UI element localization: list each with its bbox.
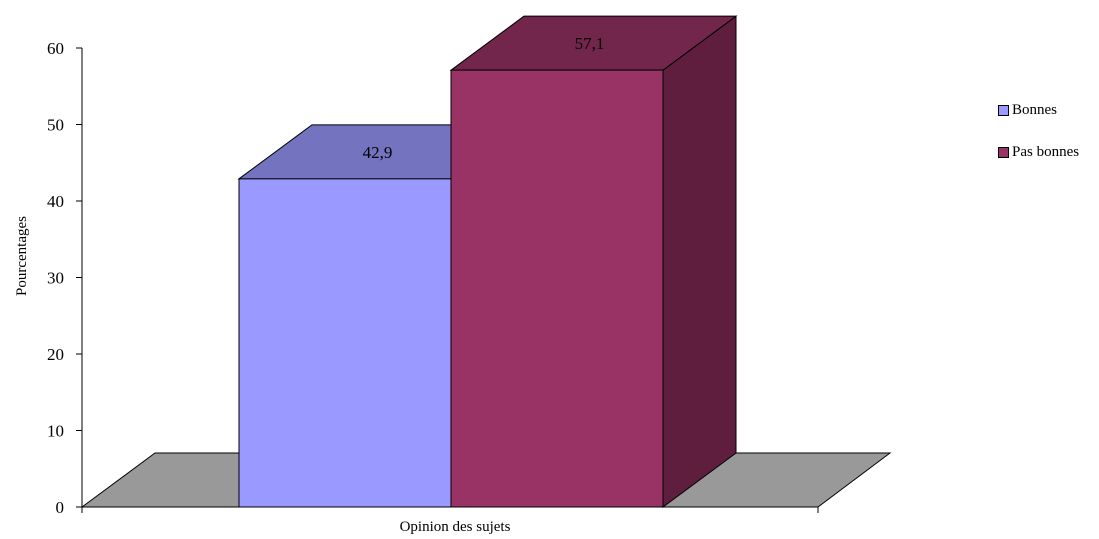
legend-item-pas-bonnes: Pas bonnes (998, 142, 1079, 162)
x-axis-label: Opinion des sujets (400, 519, 511, 535)
legend-label-pas-bonnes: Pas bonnes (1012, 143, 1080, 160)
y-axis-label: Pourcentages (14, 216, 30, 296)
y-tick-label: 60 (47, 39, 64, 58)
y-tick-label: 0 (56, 498, 65, 517)
y-tick-label: 30 (47, 269, 64, 288)
legend: Bonnes Pas bonnes (998, 100, 1079, 184)
data-label-bonnes: 42,9 (363, 143, 393, 162)
bar-side-pas-bonnes (662, 15, 737, 508)
legend-label-bonnes: Bonnes (1012, 101, 1057, 118)
bar-bonnes (238, 178, 452, 508)
legend-item-bonnes: Bonnes (998, 100, 1079, 120)
bar-pas-bonnes (450, 69, 664, 508)
y-tick-label: 40 (47, 192, 64, 211)
y-tick-label: 50 (47, 116, 64, 135)
data-label-pas-bonnes: 57,1 (575, 34, 605, 53)
legend-swatch-pas-bonnes (998, 146, 1009, 158)
y-tick-label: 10 (47, 422, 64, 441)
y-tick-label: 20 (47, 345, 64, 364)
legend-swatch-bonnes (998, 104, 1009, 116)
